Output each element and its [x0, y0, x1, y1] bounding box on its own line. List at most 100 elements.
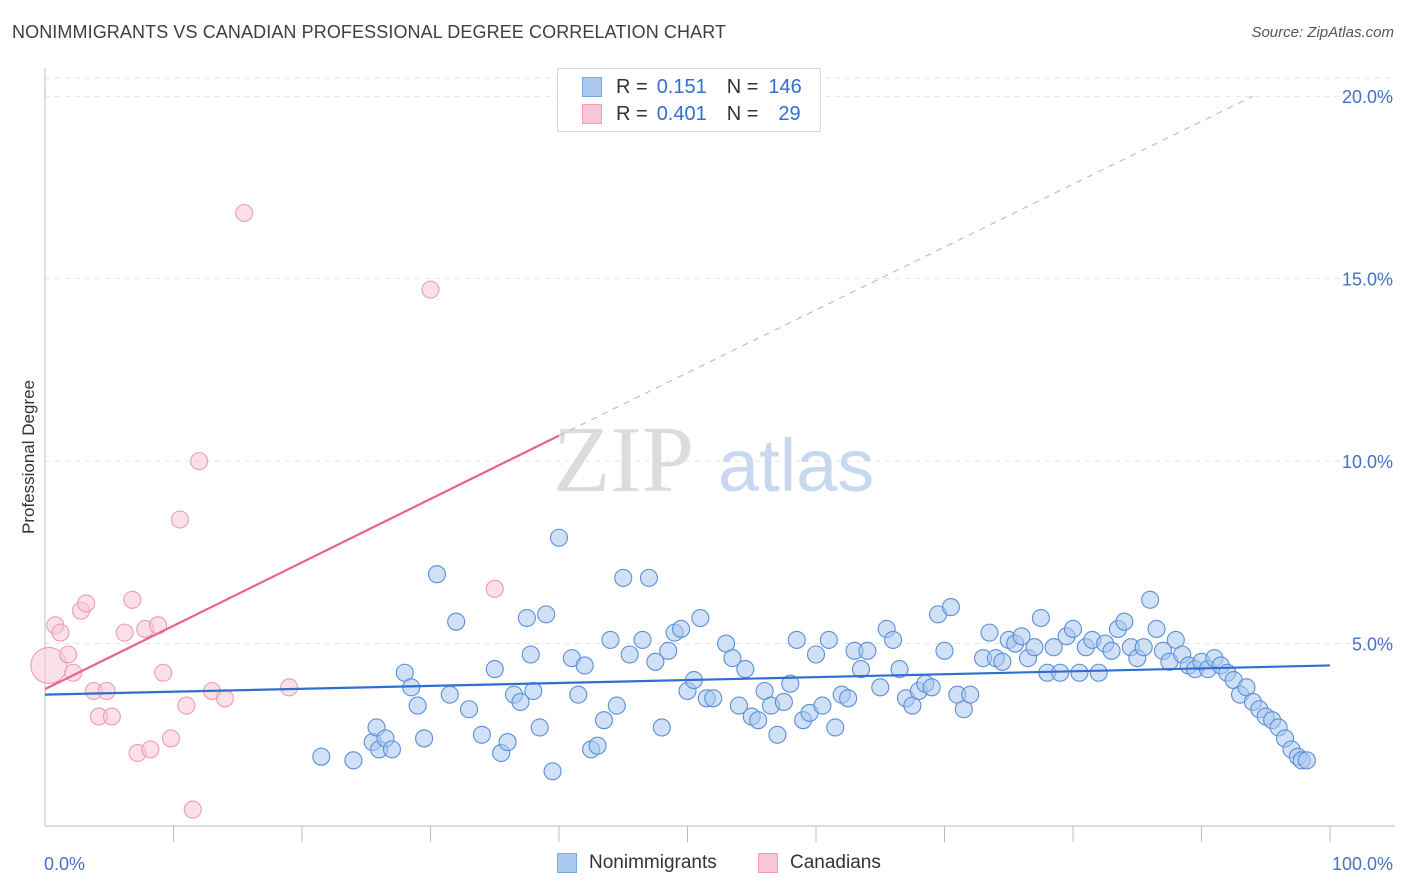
nonimmigrants-point	[614, 568, 633, 587]
legend-n-value: 29	[778, 102, 801, 125]
nonimmigrants-point	[813, 696, 832, 715]
legend-label-canadians: Canadians	[790, 852, 881, 873]
canadians-point	[123, 590, 142, 609]
canadians-trendline-extension	[558, 95, 1254, 437]
nonimmigrants-point	[485, 660, 504, 679]
canadians-point	[102, 707, 121, 726]
nonimmigrants-point	[723, 649, 742, 668]
canadians-point	[51, 623, 70, 642]
canadians-point	[77, 594, 96, 613]
nonimmigrants-point	[749, 711, 768, 730]
canadians-point	[215, 689, 234, 708]
nonimmigrants-trendline	[44, 664, 1331, 696]
y-tick-label: 20.0%	[1342, 87, 1393, 107]
legend-series: Nonimmigrants Canadians	[0, 852, 1406, 878]
nonimmigrants-point	[569, 685, 588, 704]
nonimmigrants-point	[639, 568, 659, 587]
legend-r-value: 0.401	[656, 102, 707, 125]
nonimmigrants-point	[781, 674, 800, 693]
legend-r-label: R =	[616, 75, 648, 98]
canadians-points	[30, 203, 504, 819]
canadians-point	[170, 510, 189, 529]
nonimmigrants-point	[871, 678, 890, 697]
nonimmigrants-point	[498, 733, 517, 752]
nonimmigrants-point	[704, 689, 723, 708]
nonimmigrants-point	[575, 656, 594, 675]
canadians-point	[177, 696, 196, 715]
nonimmigrants-point	[980, 623, 999, 642]
nonimmigrants-point	[941, 598, 960, 617]
canadians-point	[141, 740, 160, 759]
chart-source: Source: ZipAtlas.com	[1251, 24, 1394, 41]
nonimmigrants-point	[312, 747, 331, 766]
chart-title: NONIMMIGRANTS VS CANADIAN PROFESSIONAL D…	[12, 22, 727, 42]
nonimmigrants-point	[620, 645, 639, 664]
x-tick-label: 100.0%	[1332, 854, 1393, 874]
nonimmigrants-points	[312, 528, 1316, 781]
nonimmigrants-point	[1147, 619, 1166, 639]
nonimmigrants-point	[646, 652, 665, 671]
nonimmigrants-point	[440, 685, 459, 704]
legend-n-label: N =	[726, 75, 759, 98]
canadians-point	[183, 800, 202, 819]
nonimmigrants-point	[521, 645, 540, 664]
nonimmigrants-point	[382, 740, 402, 759]
legend-swatch-canadians	[758, 853, 778, 873]
canadians-point	[97, 681, 116, 701]
nonimmigrants-point	[1102, 641, 1121, 660]
nonimmigrants-point	[594, 711, 614, 730]
legend-n-label: N =	[726, 102, 759, 125]
axes	[44, 68, 1395, 842]
nonimmigrants-point	[884, 630, 903, 649]
legend-label-nonimmigrants: Nonimmigrants	[589, 852, 717, 873]
nonimmigrants-point	[344, 751, 363, 770]
legend-item-canadians: Canadians	[758, 852, 881, 874]
canadians-point	[115, 623, 134, 642]
legend-stats: R = 0.151 N = 146 R = 0.401 N = 29	[557, 68, 821, 132]
nonimmigrants-point	[601, 630, 620, 649]
legend-row-nonimmigrants: R = 0.151 N = 146	[582, 75, 802, 99]
y-tick-label: 15.0%	[1342, 270, 1393, 290]
nonimmigrants-point	[839, 689, 858, 708]
canadians-point	[190, 452, 209, 471]
nonimmigrants-point	[517, 608, 536, 628]
canadians-point	[161, 729, 180, 748]
nonimmigrants-point	[524, 681, 543, 701]
nonimmigrants-point	[1012, 627, 1031, 646]
y-tick-label: 5.0%	[1352, 635, 1393, 655]
canadians-point	[30, 646, 68, 685]
watermark-zip: ZIP	[553, 408, 694, 512]
nonimmigrants-point	[935, 641, 954, 660]
legend-swatch-canadians	[582, 104, 602, 124]
canadians-point	[59, 645, 78, 664]
nonimmigrants-point	[1141, 590, 1160, 609]
canadians-point	[154, 663, 173, 682]
nonimmigrants-point	[1031, 608, 1050, 628]
nonimmigrants-point	[819, 630, 838, 649]
x-tick-label: 0.0%	[44, 854, 85, 874]
nonimmigrants-point	[826, 718, 845, 737]
nonimmigrants-point	[511, 692, 530, 711]
legend-r-label: R =	[616, 102, 648, 125]
gridlines	[45, 77, 1395, 645]
nonimmigrants-point	[1070, 663, 1089, 682]
nonimmigrants-point	[1134, 638, 1153, 657]
legend-swatch-nonimmigrants	[582, 77, 602, 97]
nonimmigrants-point	[1297, 751, 1316, 770]
nonimmigrants-point	[672, 619, 691, 639]
nonimmigrants-point	[659, 641, 678, 660]
legend-r-value: 0.151	[656, 75, 707, 98]
nonimmigrants-point	[1044, 638, 1063, 657]
nonimmigrants-point	[652, 718, 671, 737]
legend-item-nonimmigrants: Nonimmigrants	[557, 852, 717, 874]
nonimmigrants-point	[427, 565, 446, 584]
nonimmigrants-point	[472, 725, 491, 744]
nonimmigrants-point	[549, 528, 569, 547]
canadians-point	[235, 203, 254, 223]
nonimmigrants-point	[415, 729, 434, 748]
tick-labels: 5.0% 10.0% 15.0% 20.0% 0.0% 100.0%	[44, 87, 1393, 874]
nonimmigrants-point	[806, 645, 826, 664]
nonimmigrants-point	[543, 762, 562, 781]
nonimmigrants-point	[736, 660, 755, 679]
